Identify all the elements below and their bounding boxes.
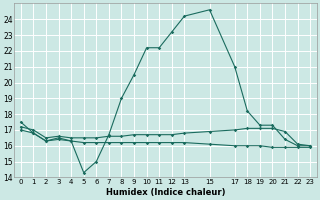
X-axis label: Humidex (Indice chaleur): Humidex (Indice chaleur) xyxy=(106,188,225,197)
